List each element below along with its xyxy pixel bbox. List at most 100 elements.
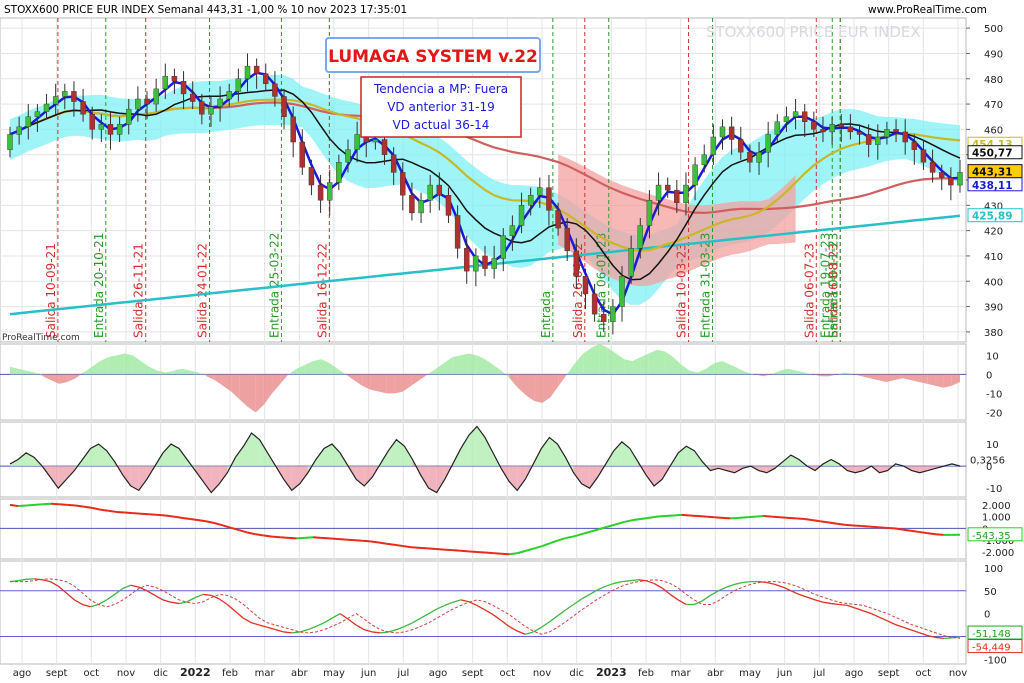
olive-ma-line: [9, 98, 961, 253]
osc3-segment: [42, 502, 52, 506]
osc2-area: [323, 444, 333, 467]
osc4-segment: [323, 617, 333, 624]
candle-down: [180, 81, 187, 95]
candle-up: [98, 124, 105, 130]
osc1-area: [10, 366, 19, 375]
price-label-box: [967, 177, 1023, 192]
osc2-area: [686, 446, 695, 467]
x-tick-label: jun: [360, 668, 376, 679]
osc1-area: [894, 374, 903, 381]
site-link[interactable]: www.ProRealTime.com: [868, 4, 987, 16]
osc2-area: [476, 426, 485, 467]
osc1-area: [222, 374, 232, 392]
osc1-area: [869, 374, 879, 381]
osc3-segment: [927, 532, 936, 536]
candle-down: [573, 250, 580, 277]
osc4-segment: [307, 625, 317, 631]
osc4-segment: [154, 594, 164, 601]
osc4-segment: [573, 598, 582, 606]
osc3-segment: [599, 525, 609, 530]
osc4-segment: [694, 600, 703, 606]
osc-tick-label: -20: [986, 408, 1002, 419]
osc4-segment: [146, 590, 156, 596]
osc2-area: [299, 466, 308, 484]
osc1-area: [362, 374, 371, 390]
x-tick-label: nov: [117, 668, 135, 679]
osc4-segment: [879, 616, 888, 622]
osc2-area: [50, 466, 59, 489]
osc3-segment: [362, 539, 371, 543]
osc1-area: [558, 374, 567, 386]
x-tick-label: sept: [46, 668, 68, 679]
candle-down: [317, 184, 324, 201]
osc3-segment: [239, 529, 248, 534]
osc3-tick-label: 2.000: [982, 501, 1011, 512]
osc1-area: [861, 374, 870, 379]
osc1-area: [828, 374, 838, 377]
osc3-segment: [837, 522, 846, 526]
osc4-segment: [774, 583, 784, 588]
candle-down: [89, 113, 95, 130]
osc4-segment: [243, 617, 252, 624]
osc3-segment: [582, 530, 592, 535]
osc3-segment: [108, 509, 117, 513]
osc2-area: [203, 466, 212, 493]
osc4-segment: [790, 590, 800, 596]
osc3-segment: [828, 521, 838, 525]
osc3-segment: [394, 543, 404, 548]
osc4-segment: [315, 622, 325, 628]
osc1-area: [878, 374, 887, 382]
osc1-area: [247, 374, 256, 413]
osc3-segment: [386, 542, 396, 546]
osc3-last-box: [967, 527, 1023, 542]
osc4-segment: [420, 613, 429, 619]
candle-down: [144, 98, 150, 105]
price-label: 450,77: [972, 148, 1013, 160]
candle-up: [116, 124, 123, 135]
osc1-area: [435, 363, 445, 375]
ichimoku-cloud-bear: [558, 154, 796, 287]
candle-up: [692, 164, 698, 186]
osc1-area: [427, 368, 436, 375]
osc3-segment: [67, 503, 76, 507]
osc4-segment: [855, 607, 864, 612]
candle-up: [884, 129, 890, 138]
osc1-area: [525, 374, 535, 401]
y-tick-label: 500: [984, 24, 1003, 35]
osc4-segment: [589, 589, 599, 595]
osc3-segment: [640, 516, 649, 520]
candle-down: [308, 167, 315, 186]
x-tick-label: jul: [396, 668, 409, 679]
osc3-segment: [263, 534, 273, 538]
osc3-segment: [607, 523, 617, 528]
candle-up: [34, 111, 41, 117]
osc3-segment: [771, 515, 780, 519]
osc3-segment: [525, 547, 535, 552]
osc3-segment: [83, 505, 93, 509]
signal-label-entry: Entrada: [539, 291, 553, 338]
status-line-3: VD actual 36-14: [393, 118, 490, 132]
osc1-area: [763, 374, 772, 377]
osc3-segment: [222, 524, 232, 529]
osc2-area: [179, 448, 188, 467]
osc4-segment: [460, 599, 470, 603]
osc4-segment: [887, 620, 896, 626]
candle-down: [171, 76, 178, 82]
osc2-area: [549, 437, 558, 467]
x-tick-label: feb: [222, 668, 238, 679]
x-tick-label: abr: [707, 668, 724, 679]
osc2-area: [106, 450, 115, 467]
osc4-segment: [565, 603, 574, 611]
osc4-segment: [831, 602, 840, 606]
osc4-segment: [798, 593, 808, 598]
osc3-segment: [75, 504, 84, 508]
osc1-area: [91, 361, 101, 375]
candle-up: [619, 275, 625, 307]
osc3-segment: [370, 540, 379, 544]
osc1-area: [272, 374, 281, 394]
x-tick-label: ago: [13, 668, 32, 679]
osc2-area: [388, 439, 397, 467]
osc4-segment: [734, 581, 743, 585]
osc2-area: [509, 466, 518, 491]
